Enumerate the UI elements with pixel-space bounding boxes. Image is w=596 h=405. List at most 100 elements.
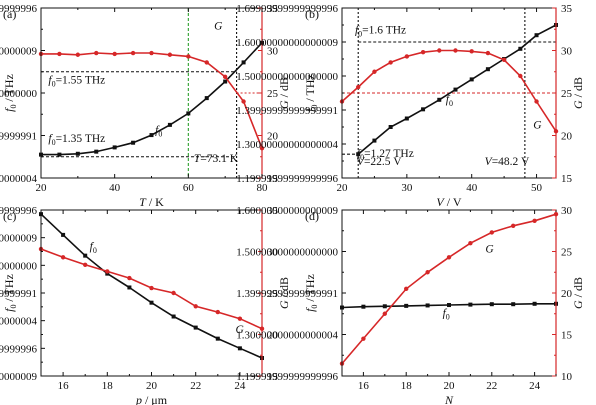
y-right-tick-label: 35 xyxy=(267,205,279,217)
x-tick-label: 30 xyxy=(401,182,413,194)
y-left-tick-label: 1.69999999999999996 xyxy=(236,3,338,15)
x-axis-label: V / V xyxy=(436,195,461,209)
y-left-tick-label: 1.69999999999999996 xyxy=(0,205,38,217)
y-left-axis-label: f0 / THz xyxy=(303,274,319,312)
data-point-f0 xyxy=(186,111,191,116)
y-right-tick-label: 35 xyxy=(267,3,279,15)
data-point-G xyxy=(237,316,243,321)
data-point-f0 xyxy=(149,300,154,305)
y-right-tick-label: 25 xyxy=(561,88,573,100)
y-left-tick-label: 1.50000000000000000 xyxy=(236,71,338,83)
y-left-tick-label: 1.19999999999999996 xyxy=(0,343,38,355)
panel-b: 20 30 40 50 1.19999999999999996 1.30000000000… xyxy=(236,3,585,209)
data-point-f0 xyxy=(518,46,523,51)
data-point-G xyxy=(501,57,507,63)
x-tick-label: 50 xyxy=(531,182,543,194)
data-point-G xyxy=(485,50,491,56)
data-point-f0 xyxy=(127,285,132,290)
data-point-f0 xyxy=(237,346,242,351)
y-right-tick-label: 20 xyxy=(561,131,573,143)
x-tick-label: 80 xyxy=(257,182,269,194)
x-tick-label: 60 xyxy=(183,182,195,194)
data-point-f0 xyxy=(425,303,430,308)
data-point-G xyxy=(361,336,366,341)
data-point-G xyxy=(511,223,516,228)
data-point-G xyxy=(83,262,88,267)
x-axis-label: N xyxy=(444,393,454,405)
y-right-tick-label: 30 xyxy=(267,247,279,259)
annotation-label: V=48.2 V xyxy=(485,156,530,168)
panel-d: 16 18 20 22 241.199999999999999961.300000000… xyxy=(236,205,585,405)
data-point-f0 xyxy=(223,79,228,84)
x-tick-label: 16 xyxy=(58,380,70,392)
data-point-f0 xyxy=(149,133,154,138)
data-point-f0 xyxy=(215,336,220,341)
data-point-f0 xyxy=(534,33,539,38)
data-point-G xyxy=(215,309,220,315)
x-tick-label: 20 xyxy=(36,182,48,194)
data-point-f0 xyxy=(171,314,176,319)
data-point-G xyxy=(171,290,176,296)
y-left-tick-label: 1.50000000000000000 xyxy=(0,260,38,272)
x-tick-label: 24 xyxy=(529,380,541,392)
y-left-tick-label: 1.39999999999999991 xyxy=(236,105,338,117)
data-point-G xyxy=(437,48,442,53)
x-tick-label: 16 xyxy=(358,380,370,392)
panel-label: (d) xyxy=(305,209,319,223)
data-point-G xyxy=(382,311,387,316)
data-point-G xyxy=(149,285,154,291)
x-tick-label: 18 xyxy=(102,380,114,392)
y-right-tick-label: 15 xyxy=(267,173,279,185)
x-tick-label: 24 xyxy=(234,380,246,392)
y-left-tick-label: 1.30000000000000004 xyxy=(0,316,38,328)
y-right-axis-label: G / dB xyxy=(277,277,291,309)
y-left-tick-label: 1.39999999999999991 xyxy=(0,131,37,143)
y-right-tick-label: 30 xyxy=(561,46,573,58)
data-point-f0 xyxy=(83,253,88,258)
data-point-G xyxy=(388,60,393,65)
data-point-G xyxy=(112,51,117,57)
panel-label: (a) xyxy=(3,7,16,21)
data-point-f0 xyxy=(447,303,451,308)
data-point-G xyxy=(75,52,81,57)
annotation-label: G xyxy=(214,20,223,32)
annotation-label: f0 xyxy=(446,94,453,108)
data-point-G xyxy=(60,255,66,260)
panel-a: 20 40 60 80 1.30000000000000004 1.39999999999… xyxy=(0,3,291,209)
annotation-label: f0=1.55 THz xyxy=(48,75,105,89)
y-left-tick-label: 1.60000000000000009 xyxy=(0,233,38,245)
data-point-f0 xyxy=(105,271,110,276)
y-left-tick-label: 1.50000000000000000 xyxy=(0,88,38,100)
data-point-f0 xyxy=(489,302,494,307)
y-left-tick-label: 1.39999999999999991 xyxy=(0,288,37,300)
panel-label: (b) xyxy=(305,7,319,21)
y-left-tick-label: 1.19999999999999996 xyxy=(236,371,338,383)
y-right-tick-label: 15 xyxy=(561,173,573,185)
x-tick-label: 40 xyxy=(466,182,478,194)
data-point-G xyxy=(149,50,154,56)
panel-c: 16 18 20 22 24 1.10000000000000009 1.199999999… xyxy=(0,205,291,405)
plot-frame xyxy=(40,209,263,377)
y-left-tick-label: 1.50000000000000000 xyxy=(236,247,338,259)
y-left-tick-label: 1.60000000000000009 xyxy=(0,46,38,58)
data-point-G xyxy=(534,99,539,104)
y-left-axis-label: f0 / THz xyxy=(2,74,18,112)
data-point-f0 xyxy=(511,302,516,307)
data-point-f0 xyxy=(204,96,209,101)
y-right-axis-label: G / dB xyxy=(277,77,291,109)
y-left-tick-label: 1.39999999999999991 xyxy=(236,288,338,300)
data-point-G xyxy=(130,50,136,56)
data-point-G xyxy=(127,275,132,281)
series-line-G xyxy=(341,213,557,365)
data-point-f0 xyxy=(382,304,387,309)
y-right-tick-label: 15 xyxy=(561,330,573,342)
data-point-G xyxy=(425,270,430,275)
data-point-f0 xyxy=(372,138,377,143)
data-point-G xyxy=(105,269,110,274)
annotation-label: G xyxy=(533,120,542,132)
y-left-tick-label: 1.30000000000000004 xyxy=(236,330,338,342)
data-point-f0 xyxy=(485,67,490,72)
data-point-f0 xyxy=(404,116,409,121)
y-left-tick-label: 1.30000000000000004 xyxy=(0,173,38,185)
